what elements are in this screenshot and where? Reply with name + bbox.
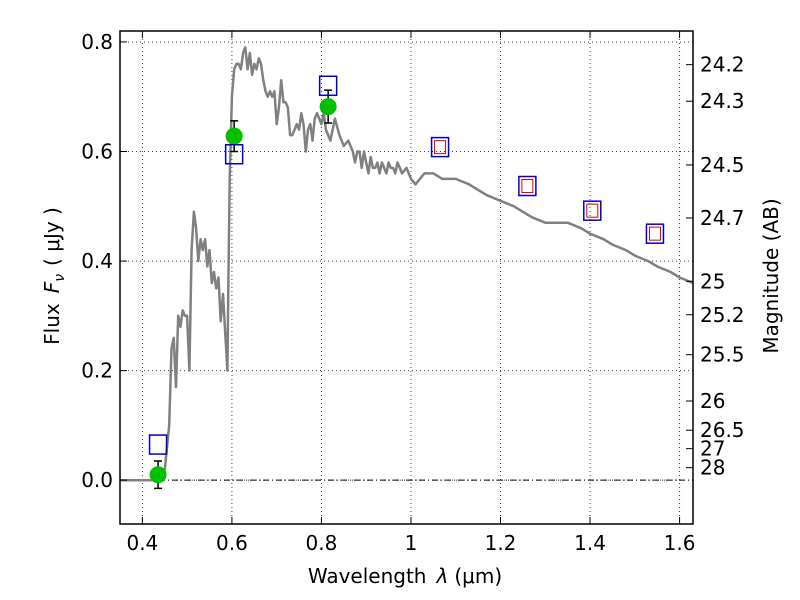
observed-flux-point <box>225 127 243 145</box>
model-spectrum-line <box>120 46 694 482</box>
model-flux-square-blue <box>583 200 602 221</box>
magnitude-tick-label: 24.3 <box>700 89 745 113</box>
model-flux-square-red <box>648 226 661 241</box>
y-tick-label: 0.8 <box>81 30 113 54</box>
observed-flux-point <box>149 466 167 484</box>
y-tick-label: 0.6 <box>81 140 113 164</box>
x-tick-label: 1.2 <box>485 531 517 555</box>
axis-ticks: 0.4 0.6 0.8 1 1.2 1.4 1.6 0.0 0.2 0.4 0.6 0.8 24.2 24… <box>81 30 744 555</box>
x-tick-label: 0.6 <box>216 531 248 555</box>
magnitude-tick-label: 24.7 <box>700 206 745 230</box>
magnitude-tick-label: 24.2 <box>700 53 745 77</box>
y-tick-label: 0.0 <box>81 468 113 492</box>
observed-flux-point <box>319 98 337 116</box>
magnitude-tick-label: 26.5 <box>700 418 745 442</box>
model-flux-square-red <box>521 179 534 194</box>
y2-axis-title: Magnitude (AB) <box>759 198 783 353</box>
x-tick-label: 1.6 <box>664 531 696 555</box>
magnitude-tick-label: 26 <box>700 389 725 413</box>
model-flux-square-red <box>434 140 447 155</box>
y-axis-title: FluxFν( μJy ) <box>40 207 68 345</box>
x-tick-label: 0.8 <box>306 531 338 555</box>
x-tick-label: 0.4 <box>126 531 158 555</box>
x-tick-label: 1.4 <box>574 531 606 555</box>
model-flux-square-blue <box>148 434 168 455</box>
magnitude-tick-label: 27 <box>700 437 725 461</box>
grid-lines <box>120 31 693 524</box>
model-flux-square-blue <box>645 223 665 244</box>
plot-frame <box>119 30 694 525</box>
x-tick-label: 1 <box>405 531 418 555</box>
magnitude-tick-label: 25.5 <box>700 343 745 367</box>
magnitude-tick-label: 28 <box>700 456 725 480</box>
model-flux-square-red <box>586 203 599 218</box>
y-tick-label: 0.2 <box>81 359 113 383</box>
y-tick-label: 0.4 <box>81 249 113 273</box>
data-series <box>120 46 694 490</box>
model-flux-square-blue <box>318 75 338 97</box>
magnitude-tick-label: 24.5 <box>700 153 745 177</box>
model-flux-square-blue <box>224 144 244 165</box>
model-flux-square-blue <box>430 136 450 158</box>
x-axis-title: Wavelength λ (μm) <box>308 564 502 588</box>
model-flux-square-blue <box>518 175 537 197</box>
magnitude-tick-label: 25.2 <box>700 303 745 327</box>
magnitude-tick-label: 25 <box>700 269 725 293</box>
